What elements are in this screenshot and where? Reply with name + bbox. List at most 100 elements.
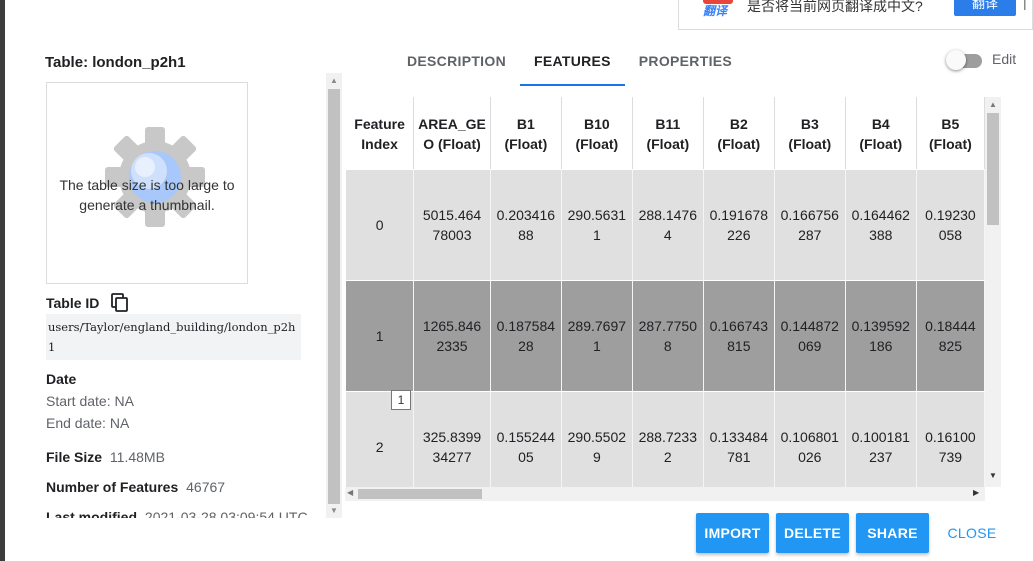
page-title: Table: london_p2h1 [45,54,186,71]
cell-text: 069 [798,338,822,354]
column-header-text: Index [361,135,398,152]
column-header-text: (Float) [717,135,761,152]
scrollbar-thumb[interactable] [328,89,340,504]
file-size-value: 11.48MB [109,449,165,465]
scroll-down-icon[interactable]: ▼ [330,506,338,515]
column-header[interactable]: Feature Index [345,97,415,170]
translate-logo-icon: 翻译 [699,0,739,22]
cell-text: 0.166756 [780,207,839,223]
column-header-text: B3 [800,115,819,132]
scroll-up-icon[interactable]: ▲ [989,100,997,109]
column-header-text: B5 [941,115,960,132]
copy-icon[interactable] [111,293,129,313]
table-vertical-scrollbar[interactable]: ▲ ▼ [985,97,1001,487]
scroll-left-icon[interactable]: ◀ [347,488,354,497]
scrollbar-thumb[interactable] [358,489,482,499]
table-cell: 0.106801 026 [773,391,846,487]
thumbnail-message: The table size is too large to generate … [59,177,235,213]
column-header[interactable]: B10 (Float) [560,97,633,170]
scroll-down-icon[interactable]: ▼ [989,471,997,480]
cell-text: 0.16100 [925,429,976,445]
cell-text: 237 [869,449,893,465]
cell-text: 0.191678 [709,207,768,223]
tab-features[interactable]: FEATURES [519,40,625,86]
column-header[interactable]: B5 (Float) [915,97,985,170]
cell-text: 1265.846 [422,318,482,334]
cell-text: 0.106801 [780,429,839,445]
table-cell: 0.164462 388 [844,169,917,281]
cell-text: 4 [663,227,672,243]
last-modified-value: 2021-03-28 03:09:54 UTC [144,509,308,518]
cell-text: 0.139592 [851,318,910,334]
cell-text: 290.5502 [567,429,627,445]
table-cell: 0.155244 05 [489,391,562,487]
column-header-text: (Float) [929,135,972,152]
table-row[interactable]: 2 325.8399 34277 0.155244 05 290.5502 9 288.723… [345,391,985,487]
delete-button[interactable]: DELETE [776,513,849,553]
cell-text: 88 [518,227,534,243]
cell-text: 815 [727,338,751,354]
row-number-badge: 1 [391,390,411,410]
table-cell: 288.1476 4 [631,169,704,281]
cell-text: 0.166743 [709,318,768,334]
translate-close-icon[interactable]: | [1023,0,1027,10]
features-table-viewport: Feature Index AREA_GE O (Float) B1 (Float) B10… [345,97,985,487]
tab-properties[interactable]: PROPERTIES [638,53,733,69]
cell-text: 1 [375,328,384,344]
cell-text: 2335 [436,338,468,354]
column-header-text: B10 [583,115,610,132]
start-date: Start date: NA [46,393,134,409]
share-button[interactable]: SHARE [856,513,929,553]
table-cell: 290.5502 9 [560,391,633,487]
feature-count-value: 46767 [186,479,226,495]
column-header[interactable]: B2 (Float) [702,97,775,170]
cell-text: 0.155244 [496,429,556,445]
column-header-text: (Float) [859,135,903,152]
column-header[interactable]: B4 (Float) [844,97,917,170]
table-cell: 287.7750 8 [631,280,704,392]
table-row[interactable]: 1 1265.846 2335 0.187584 28 289.7697 1 287.7750… [345,280,985,392]
cell-text: 287.7750 [638,318,698,334]
edit-toggle[interactable] [946,50,984,70]
cell-text: 1 [592,338,601,354]
table-cell: 0.139592 186 [844,280,917,392]
column-header[interactable]: B11 (Float) [631,97,704,170]
cell-text: 781 [727,449,751,465]
cell-text: 1 [592,227,601,243]
translate-button[interactable]: 翻译 [954,0,1016,16]
table-cell: 0.16100 739 [915,391,985,487]
column-header-text: B11 [655,115,681,132]
close-button[interactable]: CLOSE [947,525,997,541]
info-panel-scrollbar[interactable]: ▲ ▼ [326,73,342,518]
table-horizontal-scrollbar[interactable]: ◀ ▶ [345,487,985,501]
column-header[interactable]: B1 (Float) [489,97,562,170]
cell-text: 05 [518,449,534,465]
table-cell: 5015.464 78003 [413,169,491,281]
table-header-row: Feature Index AREA_GE O (Float) B1 (Float) B10… [345,97,985,170]
thumbnail-placeholder: The table size is too large to generate … [46,82,248,284]
cell-text: 0.100181 [851,429,910,445]
column-header-text: (Float) [646,135,690,152]
translate-prompt-bar: 翻译 是否将当前网页翻译成中文? 翻译 | [678,0,1033,30]
last-modified-label: Last modified [46,509,138,518]
cell-text: 78003 [432,227,472,243]
column-header[interactable]: AREA_GE O (Float) [413,97,491,170]
cell-text: 5015.464 [422,207,482,223]
import-button[interactable]: IMPORT [696,513,769,553]
scrollbar-thumb[interactable] [987,113,999,225]
table-row[interactable]: 0 5015.464 78003 0.203416 88 290.5631 1 288.147… [345,169,985,281]
tab-description[interactable]: DESCRIPTION [407,53,506,69]
table-cell: 0.203416 88 [489,169,562,281]
column-header[interactable]: B3 (Float) [773,97,846,170]
cell-text: 2 [375,439,384,455]
table-cell: 2 [345,391,415,487]
scroll-up-icon[interactable]: ▲ [330,76,338,85]
cell-text: 825 [938,338,963,354]
column-header-text: Feature [354,115,405,132]
cell-text: 388 [869,227,893,243]
scroll-right-icon[interactable]: ▶ [973,488,980,497]
table-cell: 1265.846 2335 [413,280,491,392]
table-cell: 0.191678 226 [702,169,775,281]
column-header-text: (Float) [575,135,619,152]
column-header-text: O (Float) [423,135,481,152]
